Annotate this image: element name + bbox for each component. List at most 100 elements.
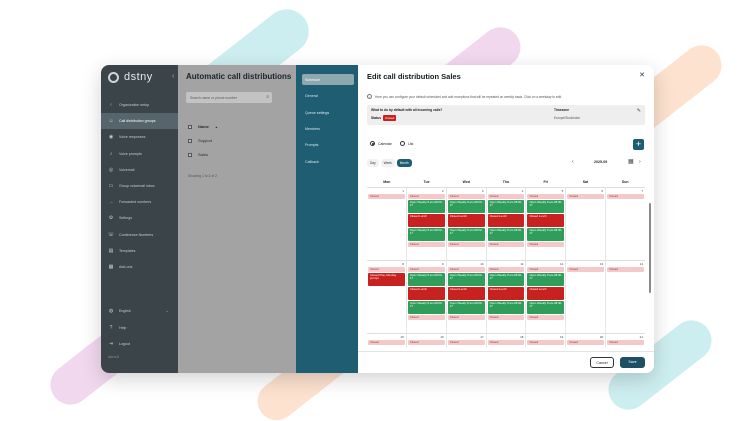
- sidebar-item-forwarded-numbers[interactable]: → Forwarded numbers: [101, 194, 178, 210]
- chevron-down-icon[interactable]: ⌄: [165, 309, 169, 314]
- schedule-event[interactable]: Open Weekly 8 am-08:00-17: [527, 200, 565, 213]
- default-settings-card[interactable]: What to do by default with all incoming …: [367, 105, 645, 125]
- schedule-event[interactable]: Closed: [447, 340, 485, 345]
- radio-list[interactable]: List: [400, 141, 413, 146]
- select-all-checkbox[interactable]: [188, 124, 192, 129]
- calendar-day[interactable]: 3 Closed Open Weekly 8 am-08:00-17 Closed L…: [447, 188, 487, 260]
- close-icon[interactable]: ✕: [639, 72, 645, 79]
- schedule-event[interactable]: Closed: [567, 194, 605, 199]
- schedule-event[interactable]: Open Weekly 8 am-08:00-17: [527, 228, 565, 241]
- calendar-day[interactable]: 6 Closed: [566, 188, 607, 260]
- schedule-event[interactable]: Closed Lunch: [447, 214, 485, 227]
- schedule-event[interactable]: Closed Lunch: [447, 287, 485, 300]
- schedule-event[interactable]: Closed: [567, 267, 605, 272]
- calendar-day[interactable]: 11 Closed Open Weekly 8 am-08:00-17 Closed …: [487, 261, 527, 333]
- calendar-day[interactable]: 13 Closed: [566, 261, 607, 333]
- calendar-day[interactable]: 20 Closed: [566, 334, 607, 347]
- cancel-button[interactable]: Cancel: [590, 357, 614, 368]
- calendar-day[interactable]: 2 Closed Open Weekly 8 am-08:00-17 Closed L…: [407, 188, 447, 260]
- schedule-event[interactable]: Closed: [487, 267, 525, 272]
- schedule-event[interactable]: Closed: [487, 242, 525, 247]
- schedule-event[interactable]: Closed: [527, 194, 565, 199]
- schedule-event[interactable]: Closed: [487, 194, 525, 199]
- schedule-event[interactable]: Open Weekly 8 am-08:00-17: [447, 200, 485, 213]
- row-name[interactable]: Support: [198, 138, 213, 143]
- sort-icon[interactable]: ▲: [214, 124, 218, 129]
- schedule-event[interactable]: Closed: [368, 267, 405, 272]
- calendar-day[interactable]: 16 Closed: [407, 334, 447, 347]
- schedule-event[interactable]: Closed: [607, 340, 645, 345]
- calendar-day[interactable]: 18 Closed: [487, 334, 527, 347]
- schedule-event[interactable]: Closed: [447, 194, 485, 199]
- schedule-event[interactable]: Open Weekly 8 am-08:00-17: [447, 301, 485, 314]
- schedule-event[interactable]: Closed: [407, 267, 445, 272]
- calendar-day[interactable]: 8 Closed Closed Play, Monday prompt: [367, 261, 407, 333]
- sidebar-item-voice-prompts[interactable]: ♪ Voice prompts: [101, 146, 178, 162]
- search-input[interactable]: Search name or phone number ⌕: [186, 92, 272, 103]
- schedule-event[interactable]: Closed: [407, 242, 445, 247]
- column-header-name[interactable]: Name: [198, 124, 209, 129]
- sidebar-item-group-voicemail-inbox[interactable]: ▭ Group voicemail inbox: [101, 178, 178, 194]
- schedule-event[interactable]: Closed: [527, 267, 565, 272]
- schedule-event[interactable]: Open Weekly 8 am-08:00-17: [527, 301, 565, 314]
- sidebar-item-voicemail[interactable]: ◎ Voicemail: [101, 162, 178, 178]
- schedule-event[interactable]: Open Weekly 8 am-08:00-17: [447, 273, 485, 286]
- logo[interactable]: dstny: [108, 71, 153, 83]
- schedule-event[interactable]: Closed: [607, 194, 645, 199]
- row-checkbox[interactable]: [188, 138, 192, 143]
- range-month-button[interactable]: Month: [396, 159, 412, 167]
- schedule-event[interactable]: Closed: [368, 340, 405, 345]
- calendar-day[interactable]: 19 Closed: [526, 334, 567, 347]
- sidebar-item-help[interactable]: ? Help: [101, 320, 178, 337]
- tab-schedule[interactable]: Schedule: [302, 74, 354, 85]
- schedule-event[interactable]: Closed: [527, 315, 565, 320]
- radio-button[interactable]: [370, 141, 375, 146]
- schedule-event[interactable]: Open Weekly 8 am-08:00-17: [487, 273, 525, 286]
- schedule-event[interactable]: Open Weekly 8 am-08:00-17: [487, 228, 525, 241]
- schedule-event[interactable]: Open Weekly 8 am-08:00-17: [487, 301, 525, 314]
- prev-period-icon[interactable]: ‹: [572, 159, 574, 165]
- schedule-event[interactable]: Closed: [527, 340, 565, 345]
- schedule-event[interactable]: Open Weekly 8 am-08:00-17: [527, 273, 565, 286]
- sidebar-item-templates[interactable]: ▤ Templates: [101, 243, 178, 259]
- schedule-event[interactable]: Open Weekly 8 am-08:00-17: [407, 273, 445, 286]
- sidebar-item-english[interactable]: ◍ English ⌄: [101, 303, 178, 320]
- tab-callback[interactable]: Callback: [305, 159, 319, 164]
- schedule-event[interactable]: Closed Lunch: [407, 214, 445, 227]
- schedule-event[interactable]: Closed Lunch: [527, 214, 565, 227]
- calendar-day[interactable]: 5 Closed Open Weekly 8 am-08:00-17 Closed L…: [526, 188, 567, 260]
- calendar-day[interactable]: 17 Closed: [447, 334, 487, 347]
- schedule-event[interactable]: Closed Lunch: [487, 287, 525, 300]
- schedule-event[interactable]: Open Weekly 8 am-08:00-17: [407, 301, 445, 314]
- schedule-event[interactable]: Open Weekly 8 am-08:00-17: [487, 200, 525, 213]
- schedule-event[interactable]: Open Weekly 8 am-08:00-17: [407, 228, 445, 241]
- calendar-scrollbar[interactable]: [649, 203, 651, 293]
- row-name[interactable]: Sales: [198, 152, 209, 157]
- schedule-event[interactable]: Closed: [447, 267, 485, 272]
- tab-queue-settings[interactable]: Queue settings: [305, 110, 330, 115]
- sidebar-item-voice-responses[interactable]: ◉ Voice responses: [101, 129, 178, 145]
- schedule-event[interactable]: Closed: [447, 242, 485, 247]
- schedule-event[interactable]: Closed: [487, 315, 525, 320]
- sidebar-item-organization-setup[interactable]: ‹ Organization setup: [101, 97, 178, 113]
- schedule-event[interactable]: Open Weekly 8 am-08:00-17: [407, 200, 445, 213]
- save-button[interactable]: Save: [620, 357, 645, 368]
- range-day-button[interactable]: Day: [367, 159, 379, 167]
- sidebar-item-call-distribution-groups[interactable]: ☺ Call distribution groups: [101, 113, 178, 130]
- schedule-event[interactable]: Closed: [527, 242, 565, 247]
- calendar-day[interactable]: 1 Closed: [367, 188, 407, 260]
- calendar-day[interactable]: 15 Closed: [367, 334, 407, 347]
- calendar-day[interactable]: 9 Closed Open Weekly 8 am-08:00-17 Closed L…: [407, 261, 447, 333]
- schedule-event[interactable]: Closed: [567, 340, 605, 345]
- sidebar-item-add-ons[interactable]: ▦ Add-ons: [101, 259, 178, 275]
- schedule-event[interactable]: Closed: [407, 315, 445, 320]
- schedule-event[interactable]: Closed: [368, 194, 405, 199]
- schedule-event[interactable]: Open Weekly 8 am-08:00-17: [447, 228, 485, 241]
- calendar-day[interactable]: 10 Closed Open Weekly 8 am-08:00-17 Closed …: [447, 261, 487, 333]
- range-week-button[interactable]: Week: [380, 159, 395, 167]
- calendar-icon[interactable]: ▦: [628, 159, 634, 165]
- schedule-event[interactable]: Closed: [607, 267, 645, 272]
- schedule-event[interactable]: Closed Play, Monday prompt: [368, 273, 405, 286]
- tab-members[interactable]: Members: [305, 126, 320, 131]
- row-checkbox[interactable]: [188, 152, 192, 157]
